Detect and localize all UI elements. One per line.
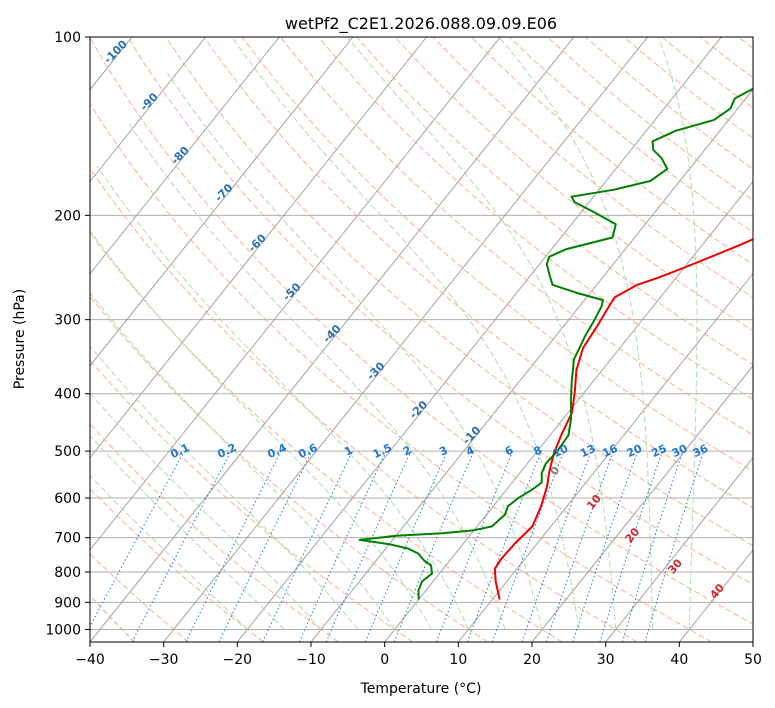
mixing-ratio-line (325, 450, 412, 642)
chart-title: wetPf2_C2E1.2026.088.09.09.E06 (285, 14, 557, 34)
moist-adiabat-line (90, 474, 248, 630)
y-tick-label: 600 (54, 491, 81, 507)
dry-adiabat-line (90, 231, 563, 642)
mixing-ratio-line (491, 450, 565, 642)
mixing-ratio-line (435, 450, 514, 642)
mixing-ratio-line (572, 450, 639, 642)
isotherm-line (236, 37, 722, 642)
x-tick-label: 50 (744, 652, 762, 668)
mixing-ratio-label: 30 (670, 442, 690, 460)
dewpoint-profile-line (358, 87, 753, 600)
isotherm-line (90, 37, 501, 551)
mixing-ratio-label: 36 (691, 442, 711, 460)
dry-adiabat-line (90, 359, 414, 642)
isotherm-line (90, 37, 354, 367)
dry-adiabat-line (90, 167, 638, 642)
x-tick-label: 20 (523, 652, 541, 668)
isotherm-line (90, 37, 575, 642)
x-tick-label: −20 (223, 652, 253, 668)
y-tick-label: 200 (54, 208, 81, 224)
isotherm-line (457, 272, 753, 642)
mixing-ratio-line (185, 450, 282, 642)
dry-adiabat-line (279, 37, 753, 436)
dry-adiabat-line (394, 37, 753, 332)
mixing-ratio-line (545, 450, 614, 642)
isotherm-line (90, 37, 428, 459)
x-tick-label: −40 (75, 652, 105, 668)
moist-adiabat-line (498, 37, 653, 630)
isotherm-line (605, 457, 753, 642)
moist-adiabat-line (96, 165, 469, 630)
y-tick-label: 500 (54, 444, 81, 460)
moist-adiabat-line (90, 345, 359, 630)
mixing-ratio-label: 20 (625, 442, 645, 460)
moist-adiabat-line (657, 37, 698, 630)
mixing-ratio-line (644, 450, 705, 642)
dry-adiabat-line (90, 103, 712, 642)
moist-adiabat-line (90, 292, 396, 630)
x-tick-label: 40 (670, 652, 688, 668)
y-axis-title: Pressure (hPa) (12, 289, 28, 389)
moist-adiabat-line (90, 435, 285, 630)
dry-adiabat-line (203, 37, 753, 509)
mixing-ratio-line (467, 450, 542, 642)
mixing-ratio-label: 25 (649, 442, 668, 460)
dry-adiabat-line (90, 37, 753, 625)
y-tick-label: 300 (54, 313, 81, 329)
dry-adiabat-line (90, 295, 488, 642)
y-tick-label: 900 (54, 595, 81, 611)
y-tick-label: 400 (54, 387, 81, 403)
dry-adiabat-line (127, 37, 753, 586)
moist-adiabat-line (231, 37, 580, 630)
isotherm-line (163, 37, 649, 642)
y-tick-label: 100 (54, 30, 81, 46)
isotherm-line (90, 37, 207, 183)
x-axis-title: Temperature (°C) (360, 681, 482, 697)
x-tick-label: 0 (380, 652, 389, 668)
dry-adiabat-line (318, 37, 753, 401)
axes: −40 −30 −20 −10 0 10 20 30 40 50 100 200 300 400 500 60… (45, 30, 762, 668)
isotherm-line (531, 365, 753, 642)
dry-adiabat-line (90, 487, 264, 642)
y-tick-label: 1000 (45, 622, 81, 638)
theta-curve-line (90, 594, 136, 642)
x-tick-label: 30 (597, 652, 615, 668)
dry-adiabat-line (90, 553, 190, 642)
mixing-ratio-line (621, 450, 684, 642)
moist-adiabat-line (346, 37, 617, 630)
mixing-ratio-line (364, 450, 448, 642)
x-tick-label: −10 (296, 652, 326, 668)
y-tick-label: 700 (54, 531, 81, 547)
mixing-ratio-line (599, 450, 663, 642)
plot-area (90, 37, 753, 642)
isotherm-line (90, 37, 280, 275)
y-tick-label: 800 (54, 565, 81, 581)
mixing-ratio-label: 16 (600, 442, 620, 460)
mixing-ratio-label: 13 (578, 442, 597, 460)
x-tick-label: 10 (449, 652, 467, 668)
mixing-ratio-label: 10 (551, 442, 571, 460)
dry-adiabat-line (165, 37, 753, 547)
moist-adiabat-line (90, 392, 322, 630)
mixing-ratio-line (90, 450, 185, 628)
x-tick-label: −30 (149, 652, 179, 668)
isotherm-line (384, 180, 753, 642)
mixing-ratio-line (393, 450, 475, 642)
temperature-profile-line (493, 238, 753, 600)
plot-frame (89, 36, 754, 643)
moist-adiabat-line (128, 123, 506, 630)
mixing-ratio-line (521, 450, 592, 642)
